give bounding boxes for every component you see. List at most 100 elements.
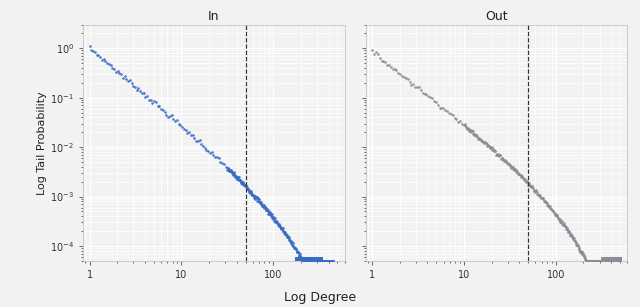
Point — [455, 119, 465, 124]
Point — [227, 169, 237, 174]
Point — [543, 203, 554, 208]
Point — [604, 256, 614, 261]
Point — [321, 258, 331, 263]
Point — [100, 58, 111, 63]
Point — [597, 258, 607, 263]
Point — [558, 220, 568, 225]
Point — [440, 107, 451, 112]
Point — [313, 256, 323, 261]
Point — [312, 258, 323, 263]
Point — [301, 258, 311, 263]
Point — [468, 132, 479, 137]
Point — [312, 258, 323, 263]
Point — [316, 258, 326, 263]
Point — [516, 174, 526, 179]
Point — [488, 147, 498, 152]
Point — [483, 143, 493, 148]
Point — [392, 68, 402, 72]
Point — [591, 258, 602, 263]
Point — [611, 256, 621, 261]
Point — [236, 181, 246, 185]
Point — [239, 182, 249, 187]
Point — [273, 221, 283, 226]
Point — [286, 240, 296, 245]
Point — [158, 107, 168, 112]
Point — [596, 258, 606, 263]
Point — [553, 215, 563, 220]
Point — [503, 161, 513, 166]
Point — [465, 128, 476, 133]
Point — [226, 169, 236, 174]
Point — [572, 242, 582, 247]
Point — [493, 153, 504, 158]
Point — [605, 256, 616, 261]
Point — [303, 258, 314, 263]
Point — [289, 245, 299, 250]
Point — [566, 232, 577, 237]
Point — [484, 144, 494, 149]
Point — [371, 50, 381, 55]
Point — [457, 121, 467, 126]
Point — [421, 91, 431, 96]
Point — [520, 178, 531, 183]
Point — [164, 113, 175, 118]
Point — [480, 140, 490, 145]
Title: Out: Out — [485, 10, 508, 23]
Point — [232, 176, 243, 181]
Point — [303, 256, 313, 261]
Point — [195, 138, 205, 143]
Point — [408, 81, 419, 86]
Point — [232, 177, 242, 181]
Point — [575, 249, 585, 254]
Point — [140, 95, 150, 99]
Point — [297, 256, 307, 261]
Point — [569, 238, 579, 243]
Point — [288, 243, 298, 248]
Point — [207, 150, 217, 154]
Point — [270, 219, 280, 224]
Point — [261, 208, 271, 212]
Point — [386, 64, 396, 69]
Point — [532, 192, 543, 197]
Point — [314, 256, 324, 261]
Point — [310, 258, 320, 263]
Point — [258, 204, 268, 208]
Point — [273, 223, 284, 227]
Point — [547, 208, 557, 213]
Point — [310, 256, 320, 261]
Point — [293, 256, 303, 261]
Point — [265, 210, 275, 215]
Point — [315, 258, 325, 263]
Point — [240, 183, 250, 188]
Point — [297, 256, 307, 261]
Point — [99, 56, 109, 61]
Point — [198, 144, 208, 149]
Point — [595, 258, 605, 263]
Point — [241, 185, 252, 190]
Point — [312, 258, 322, 263]
Point — [268, 216, 278, 221]
Point — [280, 230, 290, 235]
Point — [298, 258, 308, 263]
Point — [301, 256, 312, 261]
Point — [602, 256, 612, 261]
Point — [611, 256, 621, 261]
Point — [612, 256, 623, 261]
Point — [522, 179, 532, 184]
Point — [307, 258, 317, 263]
Point — [553, 216, 563, 220]
Point — [316, 258, 326, 263]
Point — [266, 213, 276, 218]
Point — [568, 236, 579, 241]
Point — [116, 72, 126, 77]
Point — [602, 258, 612, 263]
Point — [614, 258, 624, 263]
Point — [225, 169, 235, 173]
Point — [613, 256, 623, 261]
Point — [442, 108, 452, 113]
Point — [274, 223, 284, 228]
Point — [529, 188, 540, 193]
Point — [460, 123, 470, 128]
Point — [294, 256, 305, 261]
Point — [564, 229, 574, 234]
